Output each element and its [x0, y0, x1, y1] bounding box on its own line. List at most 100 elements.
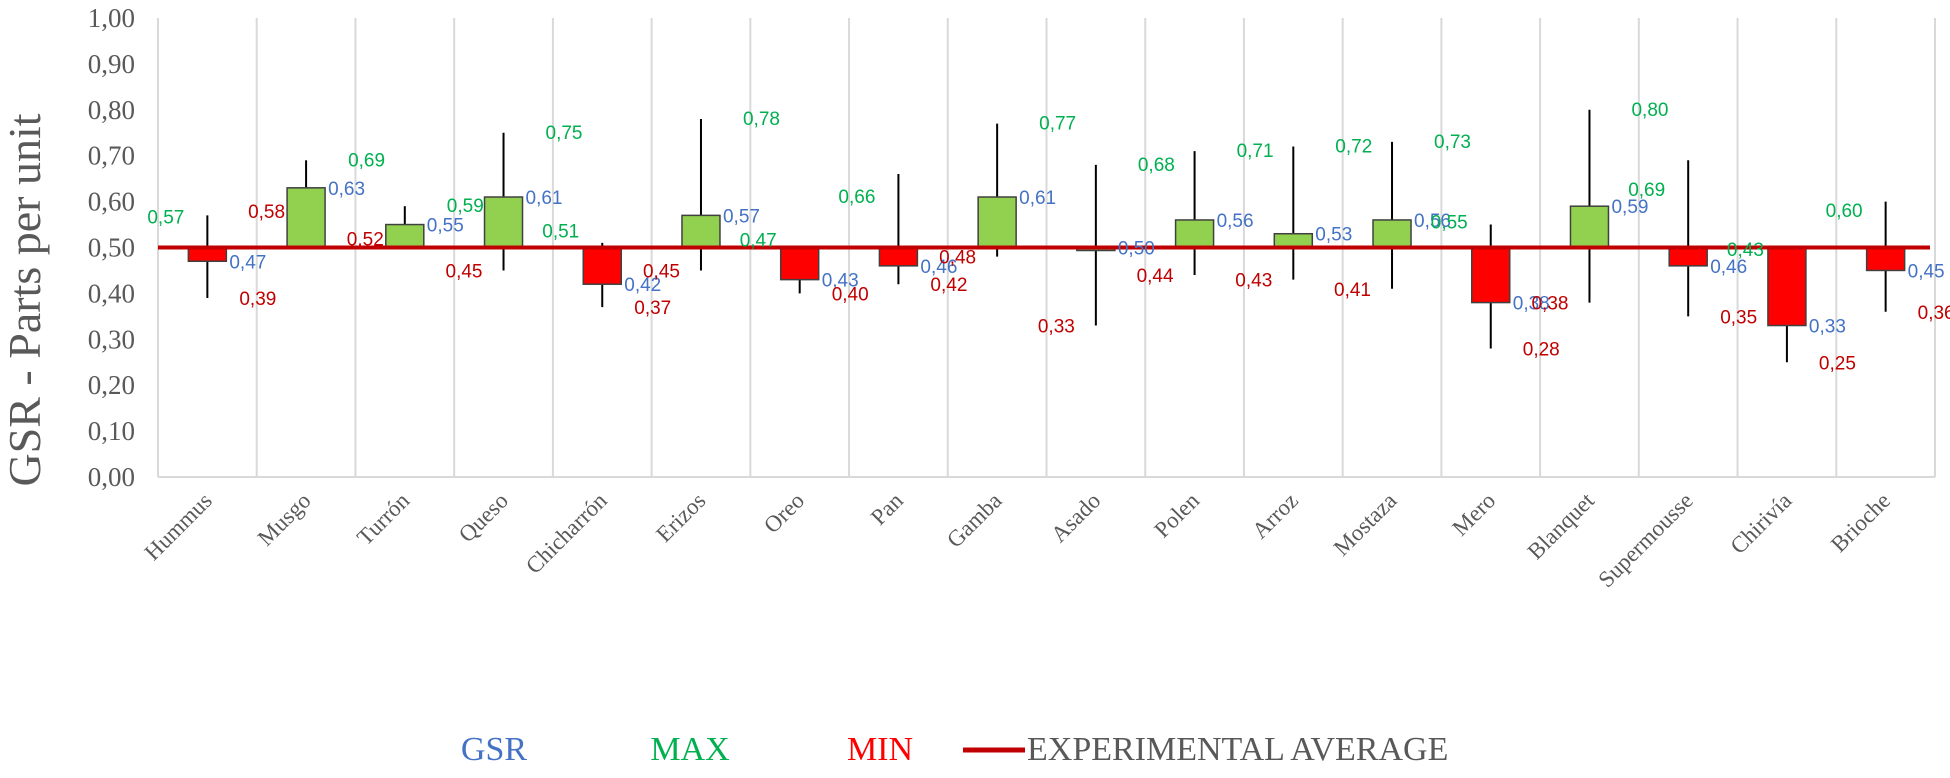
- gsr-data-label: 0,50: [1118, 239, 1155, 260]
- max-data-label: 0,66: [838, 187, 875, 208]
- y-tick-label: 0,40: [88, 278, 135, 308]
- x-category-label: Hummus: [140, 488, 217, 565]
- gsr-data-label: 0,63: [328, 179, 365, 200]
- x-category-label: Arroz: [1247, 488, 1303, 544]
- gsr-bar-up: [483, 196, 524, 249]
- max-data-label: 0,68: [1138, 155, 1175, 176]
- chart-marks: [187, 109, 1906, 363]
- gsr-data-label: 0,59: [1611, 197, 1648, 218]
- max-data-label: 0,47: [740, 231, 777, 252]
- max-data-label: 0,55: [1431, 212, 1468, 233]
- gsr-data-label: 0,38: [1513, 294, 1550, 315]
- data-labels: 0,470,570,390,630,690,580,550,590,520,61…: [147, 100, 1950, 374]
- max-data-label: 0,78: [743, 109, 780, 130]
- gsr-bar-up: [385, 223, 425, 249]
- y-axis-label: GSR - Parts per unit: [0, 113, 50, 486]
- x-axis: Hummus Musgo Turrón Queso Chicharrón Erizos Or…: [140, 487, 1896, 592]
- x-category-label: Chicharrón: [521, 488, 612, 579]
- min-data-label: 0,44: [1137, 266, 1174, 287]
- gsr-bar-down: [582, 246, 622, 285]
- max-data-label: 0,69: [1628, 180, 1665, 201]
- max-data-label: 0,71: [1237, 141, 1274, 162]
- y-tick-label: 0,90: [88, 49, 135, 79]
- y-axis: 0,00 0,10 0,20 0,30 0,40 0,50 0,60 0,70 0,80 0,90…: [88, 3, 135, 492]
- max-data-label: 0,60: [1826, 201, 1863, 222]
- y-tick-label: 0,70: [88, 141, 135, 171]
- y-tick-label: 0,10: [88, 416, 135, 446]
- max-data-label: 0,80: [1631, 100, 1668, 121]
- max-data-label: 0,59: [447, 196, 484, 217]
- min-data-label: 0,43: [1235, 271, 1272, 292]
- x-category-label: Blanquet: [1523, 487, 1600, 564]
- gsr-data-label: 0,45: [1908, 261, 1945, 282]
- max-data-label: 0,69: [348, 150, 385, 171]
- min-data-label: 0,28: [1523, 339, 1560, 360]
- legend-min-label: MIN: [847, 731, 913, 768]
- gsr-bar-down: [1471, 246, 1511, 304]
- min-data-label: 0,45: [643, 261, 680, 282]
- gsr-data-label: 0,56: [1217, 211, 1254, 232]
- gsr-data-label: 0,43: [822, 271, 859, 292]
- x-category-label: Pan: [866, 488, 908, 530]
- x-category-label: Asado: [1046, 488, 1105, 547]
- gsr-bar-up: [286, 187, 326, 249]
- y-tick-label: 0,30: [88, 324, 135, 354]
- y-tick-label: 0,80: [88, 95, 135, 125]
- x-category-label: Mero: [1447, 488, 1500, 541]
- x-category-label: Polen: [1149, 488, 1204, 543]
- min-data-label: 0,42: [930, 275, 967, 296]
- gsr-bar-down: [779, 246, 820, 281]
- min-data-label: 0,25: [1819, 353, 1856, 374]
- gsr-bar-down: [1668, 246, 1708, 267]
- gsr-bar-down: [1865, 246, 1906, 272]
- gsr-data-label: 0,46: [920, 257, 957, 278]
- gsr-data-label: 0,53: [1315, 225, 1352, 246]
- min-data-label: 0,41: [1334, 280, 1371, 301]
- y-tick-label: 0,60: [88, 187, 135, 217]
- y-tick-label: 0,00: [88, 462, 135, 492]
- x-category-label: Musgo: [253, 488, 316, 551]
- y-tick-label: 0,50: [88, 233, 135, 263]
- legend-average-label: EXPERIMENTAL AVERAGE: [1027, 731, 1448, 768]
- gsr-bar-up: [1273, 232, 1314, 249]
- x-category-label: Erizos: [651, 488, 710, 547]
- gsr-bar-up: [1372, 219, 1412, 249]
- min-data-label: 0,45: [446, 261, 483, 282]
- x-category-label: Gamba: [942, 488, 1007, 553]
- gsr-bar-down: [878, 246, 919, 267]
- y-tick-label: 0,20: [88, 370, 135, 400]
- x-category-label: Chirivía: [1725, 488, 1796, 559]
- gsr-bar-down: [187, 246, 228, 263]
- gsr-bar-up: [1569, 205, 1610, 249]
- max-data-label: 0,75: [546, 123, 583, 144]
- gsr-data-label: 0,33: [1809, 317, 1846, 338]
- legend: GSR MAX MIN EXPERIMENTAL AVERAGE: [461, 731, 1448, 768]
- legend-max-label: MAX: [650, 731, 729, 768]
- gsr-data-label: 0,61: [1019, 188, 1056, 209]
- gsr-data-label: 0,56: [1414, 211, 1451, 232]
- min-data-label: 0,52: [347, 229, 384, 250]
- min-data-label: 0,58: [248, 202, 285, 223]
- max-data-label: 0,73: [1434, 132, 1471, 153]
- max-data-label: 0,77: [1039, 114, 1076, 135]
- gsr-data-label: 0,46: [1710, 257, 1747, 278]
- x-category-label: Brioche: [1826, 488, 1895, 557]
- legend-gsr-label: GSR: [461, 731, 527, 768]
- x-category-label: Supermousse: [1593, 488, 1697, 592]
- gsr-data-label: 0,47: [229, 252, 266, 273]
- max-data-label: 0,51: [542, 221, 579, 242]
- min-data-label: 0,40: [832, 284, 869, 305]
- y-tick-label: 1,00: [88, 3, 135, 33]
- min-data-label: 0,38: [1531, 294, 1568, 315]
- min-data-label: 0,37: [634, 298, 671, 319]
- x-category-label: Mostaza: [1329, 488, 1402, 561]
- x-category-label: Turrón: [352, 488, 415, 551]
- min-data-label: 0,35: [1720, 307, 1757, 328]
- gsr-data-label: 0,42: [624, 275, 661, 296]
- max-data-label: 0,57: [147, 208, 184, 229]
- x-category-label: Oreo: [759, 488, 809, 538]
- max-data-label: 0,72: [1335, 137, 1372, 158]
- min-data-label: 0,33: [1038, 317, 1075, 338]
- min-data-label: 0,48: [939, 248, 976, 269]
